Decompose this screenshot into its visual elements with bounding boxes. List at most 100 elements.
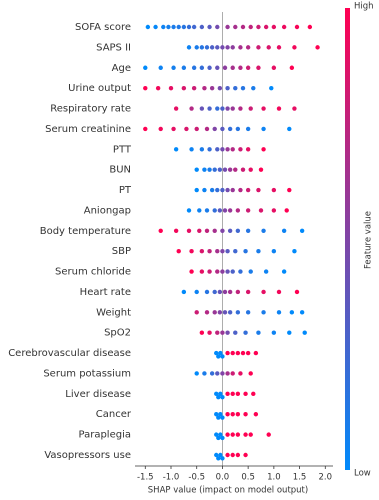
shap-dot — [189, 269, 194, 274]
shap-dot — [248, 167, 253, 172]
shap-dot — [222, 208, 228, 213]
shap-dot — [220, 435, 225, 441]
shap-dot — [214, 412, 219, 417]
shap-dot — [166, 24, 171, 30]
y-tick-label: Paraplegia — [79, 430, 131, 441]
shap-dot — [212, 310, 217, 315]
shap-dot — [143, 85, 148, 91]
shap-dot — [230, 187, 235, 193]
shap-dot — [245, 126, 251, 132]
shap-dot — [227, 289, 233, 295]
shap-dot — [220, 126, 225, 132]
shap-dot — [202, 187, 207, 193]
shap-dot — [225, 412, 230, 417]
shap-dot — [212, 228, 217, 234]
shap-dot — [204, 126, 210, 132]
shap-dot — [220, 269, 225, 274]
shap-dot — [218, 432, 223, 437]
shap-dot — [171, 24, 176, 30]
shap-dot — [217, 208, 223, 213]
shap-dot — [216, 394, 221, 400]
shap-dot — [258, 167, 264, 172]
shap-dot — [235, 412, 241, 417]
shap-dot — [220, 187, 225, 193]
shap-dot — [256, 248, 261, 254]
shap-dot — [256, 65, 261, 70]
y-tick-label: SBP — [112, 246, 131, 257]
shap-dot — [216, 456, 221, 461]
y-tick-label: Vasopressors use — [44, 450, 131, 461]
shap-dot — [287, 330, 292, 335]
shap-dot — [215, 269, 220, 274]
shap-dot — [202, 167, 207, 172]
shap-dot — [261, 289, 266, 295]
shap-dot — [245, 228, 251, 234]
shap-dot — [204, 310, 210, 315]
shap-dot — [225, 452, 230, 458]
x-tick-label: -0.5 — [188, 473, 205, 483]
shap-dot — [189, 147, 194, 152]
shap-dot — [220, 248, 225, 254]
shap-dot — [299, 310, 305, 315]
shap-dot — [207, 330, 212, 335]
shap-dot — [197, 208, 202, 213]
shap-dot — [217, 167, 223, 172]
shap-dot — [284, 208, 289, 213]
shap-dot — [271, 24, 277, 30]
shap-dot — [266, 45, 271, 50]
shap-dot — [220, 354, 225, 359]
shap-dot — [251, 391, 256, 397]
shap-dot — [217, 310, 223, 315]
shap-dot — [209, 371, 215, 376]
y-tick-label: Weight — [96, 307, 131, 318]
shap-dot — [209, 45, 215, 50]
shap-dot — [256, 24, 261, 30]
shap-dot — [199, 65, 205, 70]
shap-dot — [248, 269, 253, 274]
shap-dot — [168, 85, 174, 91]
shap-dot — [215, 65, 220, 70]
shap-dot — [186, 228, 192, 234]
shap-dot — [212, 208, 217, 213]
shap-dot — [261, 147, 266, 152]
shap-dot — [276, 45, 282, 50]
shap-dot — [235, 289, 241, 295]
shap-dot — [215, 45, 220, 50]
shap-dot — [220, 371, 225, 376]
shap-dot — [222, 310, 228, 315]
shap-dot — [214, 391, 219, 397]
y-tick-label: Aniongap — [84, 205, 131, 216]
shap-dot — [204, 228, 210, 234]
shap-dot — [215, 147, 220, 152]
shap-dot — [143, 65, 148, 70]
x-tick-label: 0.5 — [241, 473, 255, 483]
shap-dot — [227, 228, 233, 234]
y-tick-label: Cerebrovascular disease — [8, 348, 131, 359]
shap-dot — [171, 126, 176, 132]
shap-dot — [235, 208, 241, 213]
shap-dot — [199, 45, 205, 50]
shap-dot — [240, 350, 246, 356]
shap-dot — [216, 415, 221, 420]
shap-dot — [240, 167, 246, 172]
shap-dot — [194, 126, 199, 132]
shap-dot — [230, 452, 235, 458]
shap-dot — [225, 147, 230, 152]
shap-dot — [215, 248, 220, 254]
shap-dot — [217, 85, 223, 91]
shap-dot — [216, 354, 221, 359]
shap-dot — [243, 248, 248, 254]
shap-dot — [189, 106, 194, 111]
shap-dot — [204, 45, 210, 50]
x-tick-label: 1.5 — [293, 473, 307, 483]
shap-dot — [194, 289, 199, 295]
y-tick-label: PT — [119, 185, 132, 196]
shap-dot — [230, 391, 235, 397]
shap-dot — [222, 289, 228, 295]
shap-dot — [261, 228, 266, 234]
y-tick-label: Cancer — [96, 409, 132, 420]
shap-dot — [181, 24, 187, 30]
shap-dot — [256, 330, 261, 335]
shap-dot — [238, 45, 243, 50]
shap-dot — [238, 65, 243, 70]
